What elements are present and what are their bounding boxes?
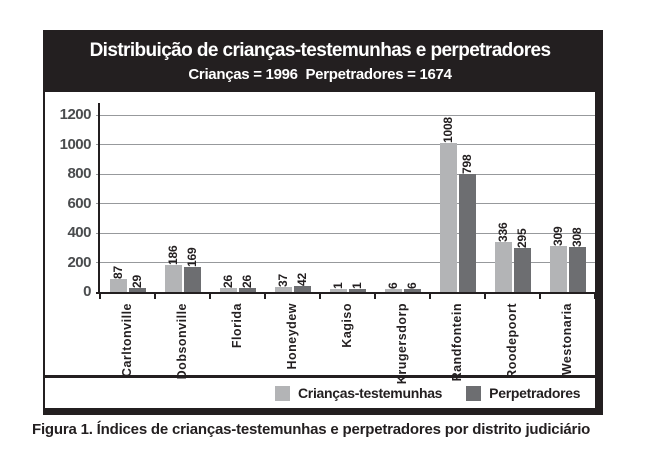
bar-perpetradores: [403, 288, 421, 292]
bar-value-text: 6: [404, 282, 419, 289]
x-axis-tick: [594, 294, 596, 299]
x-axis-category-text: Dobsonville: [174, 303, 189, 380]
y-axis-tick-label: 0: [83, 283, 91, 300]
bar-value-text: 37: [275, 273, 290, 287]
x-axis-category-text: Westonaria: [559, 303, 574, 376]
legend-swatch-criancas: [275, 385, 290, 401]
bar-value-text: 42: [294, 272, 309, 286]
bar-value-text: 26: [220, 275, 235, 289]
x-axis-tick: [264, 294, 266, 299]
y-axis-tick-label: 1200: [59, 106, 92, 123]
bar-chart-plot-area: 0 200 400 600 800 1000 1200 87 29 Carltonville 186…: [45, 92, 596, 384]
bar-value-text: 29: [129, 274, 144, 288]
bar-criancas-testemunhas: [274, 286, 292, 292]
y-axis-line: [98, 103, 100, 294]
bar-value-text: 798: [459, 154, 474, 175]
bar-perpetradores: [568, 246, 586, 292]
legend-item-criancas: Crianças-testemunhas: [275, 385, 442, 401]
x-axis-tick: [209, 294, 211, 299]
x-axis-tick: [319, 294, 321, 299]
bar-criancas-testemunhas: [439, 143, 457, 292]
x-axis-tick: [154, 294, 156, 299]
x-axis-tick: [99, 294, 101, 299]
chart-title: Distribuição de crianças-testemunhas e p…: [89, 40, 551, 61]
bar-perpetradores: [293, 285, 311, 292]
bar-value-text: 186: [165, 245, 180, 265]
bar-criancas-testemunhas: [109, 279, 127, 292]
bar-criancas-testemunhas: [384, 288, 402, 292]
bar-criancas-testemunhas: [494, 242, 512, 292]
bar-criancas-testemunhas: [549, 246, 567, 292]
x-axis-category-text: Florida: [229, 303, 244, 349]
bar-value-text: 309: [550, 227, 565, 247]
bar-perpetradores: [348, 288, 366, 292]
bar-value-text: 295: [514, 229, 529, 249]
y-axis-tick-label: 800: [67, 165, 91, 182]
bar-perpetradores: [513, 248, 531, 292]
bar-criancas-testemunhas: [164, 264, 182, 292]
legend-item-perpetradores: Perpetradores: [466, 385, 581, 401]
x-axis-category-text: Randfontein: [449, 303, 464, 382]
legend-label: Crianças-testemunhas: [298, 385, 443, 401]
y-axis-tick-label: 600: [67, 194, 91, 212]
bar-value-text: 308: [569, 227, 584, 247]
bar-value-text: 1: [330, 282, 345, 289]
gridline: [96, 173, 595, 175]
figure-frame: Distribuição de crianças-testemunhas e p…: [43, 30, 603, 415]
bar-value-text: 1: [349, 282, 364, 289]
bar-value-text: 169: [184, 247, 199, 268]
gridline: [96, 114, 595, 116]
bar-criancas-testemunhas: [219, 288, 237, 292]
x-axis-tick: [484, 294, 486, 299]
x-axis-tick: [429, 294, 431, 299]
gridline: [96, 144, 595, 145]
x-axis-category-text: Roodepoort: [504, 303, 519, 379]
legend-swatch-perpetradores: [466, 385, 482, 401]
chart-legend: Crianças-testemunhas Perpetradores: [45, 375, 595, 408]
bar-perpetradores: [128, 287, 146, 292]
y-axis-tick-label: 400: [67, 224, 91, 241]
x-axis-category-text: Kagiso: [339, 303, 354, 348]
gridline: [96, 203, 595, 204]
bar-criancas-testemunhas: [329, 288, 347, 292]
x-axis-line: [96, 292, 595, 294]
x-axis-tick: [374, 294, 376, 299]
x-axis-category-text: Honeydew: [284, 303, 299, 370]
bar-perpetradores: [458, 174, 476, 292]
y-axis-tick-label: 1000: [59, 135, 92, 153]
bar-value-text: 87: [110, 266, 125, 280]
bar-perpetradores: [238, 288, 256, 292]
figure-caption: Figura 1. Índices de crianças-testemunha…: [32, 421, 591, 438]
legend-label: Perpetradores: [489, 385, 581, 401]
bar-value-text: 1008: [440, 117, 455, 144]
chart-header: Distribuição de crianças-testemunhas e p…: [45, 30, 595, 92]
chart-subtitle: Crianças = 1996 Perpetradores = 1674: [188, 66, 452, 83]
x-axis-tick: [539, 294, 541, 299]
bar-perpetradores: [183, 267, 201, 292]
y-axis-tick-label: 200: [67, 253, 91, 271]
bar-value-text: 6: [385, 282, 400, 289]
x-axis-category-text: Krugersdorp: [394, 303, 409, 385]
gridline: [96, 232, 595, 234]
x-axis-category-text: Carltonville: [119, 303, 134, 378]
bar-value-text: 336: [495, 223, 510, 243]
bar-value-text: 26: [239, 275, 254, 289]
gridline: [96, 262, 595, 263]
